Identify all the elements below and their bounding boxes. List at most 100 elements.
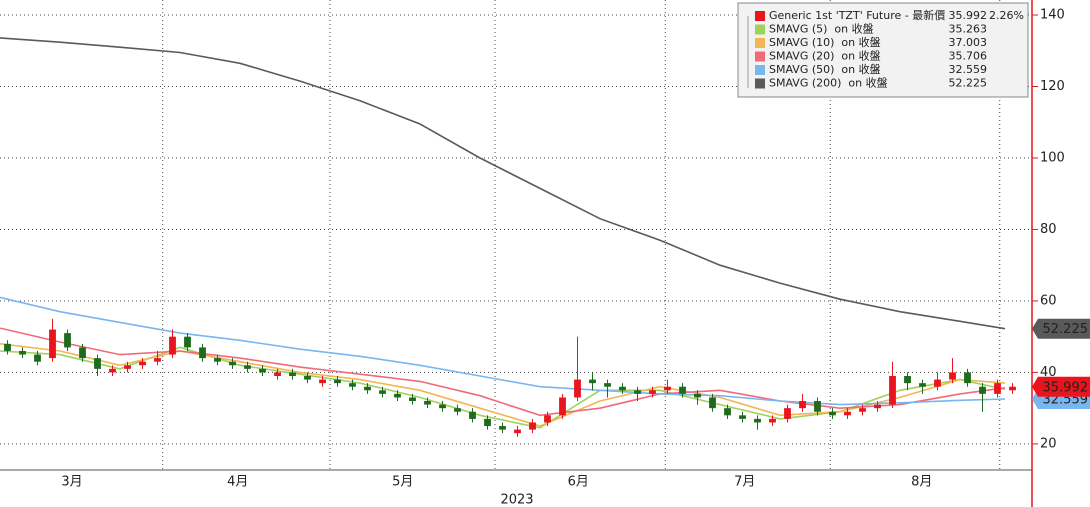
legend-label: SMAVG (10) on 收盤 (769, 35, 881, 49)
candle-body (559, 397, 566, 416)
candle-body (19, 350, 26, 355)
legend-swatch (755, 24, 765, 35)
x-tick-label: 5月 (392, 475, 413, 490)
legend-label: SMAVG (200) on 收盤 (769, 76, 888, 90)
candle-body (169, 336, 176, 355)
candle-body (259, 368, 266, 373)
candle-body (754, 418, 761, 423)
candle-body (604, 383, 611, 387)
value-tag: 35.992 (1043, 380, 1089, 395)
y-tick-label: 60 (1040, 293, 1057, 308)
ma-line (0, 346, 1006, 429)
y-tick-label: 140 (1040, 8, 1065, 23)
candle-body (694, 393, 701, 398)
candle-body (244, 365, 251, 369)
candle-body (349, 383, 356, 387)
legend-value: 35.706 (949, 50, 988, 63)
candle-body (364, 386, 371, 391)
candle-body (289, 372, 296, 376)
candle-body (439, 404, 446, 409)
candle-body (319, 379, 326, 384)
candle-body (709, 397, 716, 409)
candle-body (919, 383, 926, 387)
legend-value: 52.225 (949, 77, 988, 90)
legend-change: 2.26% (989, 9, 1024, 22)
x-tick-label: 6月 (568, 475, 589, 490)
x-axis-label: 2023 (500, 493, 533, 507)
candle-body (4, 343, 11, 351)
candle-body (889, 376, 896, 405)
legend-label: SMAVG (20) on 收盤 (769, 49, 881, 63)
candle-body (424, 401, 431, 405)
candle-body (844, 411, 851, 416)
y-tick-label: 100 (1040, 150, 1065, 165)
candle-body (739, 415, 746, 419)
candle-body (229, 361, 236, 366)
candle-body (679, 386, 686, 394)
legend-value: 37.003 (949, 36, 988, 49)
candle-body (34, 354, 41, 362)
legend-swatch (755, 51, 765, 62)
legend-swatch (755, 38, 765, 48)
candle-body (784, 408, 791, 419)
candle-body (574, 379, 581, 398)
candle-body (529, 422, 536, 430)
x-tick-label: 4月 (227, 475, 248, 490)
candle-body (589, 379, 596, 384)
legend-value: 35.263 (949, 23, 988, 36)
candle-body (904, 376, 911, 384)
candle-body (994, 383, 1001, 394)
candle-body (139, 361, 146, 366)
ma-line (0, 37, 1006, 330)
candle-body (124, 365, 131, 369)
candle-body (874, 404, 881, 409)
ma-line (0, 327, 1006, 417)
value-tag: 52.225 (1043, 322, 1089, 337)
candle-body (64, 333, 71, 348)
ma-line (0, 343, 1006, 427)
candle-body (409, 397, 416, 402)
candle-body (334, 379, 341, 384)
candle-body (514, 429, 521, 434)
candle-body (769, 418, 776, 423)
legend-label: Generic 1st 'TZT' Future - 最新價 (769, 8, 945, 22)
legend-box (737, 2, 1029, 98)
candle-body (199, 347, 206, 359)
candle-body (724, 408, 731, 416)
legend-label: SMAVG (5) on 收盤 (769, 22, 874, 36)
legend-swatch (755, 11, 765, 21)
candle-body (454, 408, 461, 412)
candle-body (109, 368, 116, 373)
candle-body (1009, 386, 1016, 391)
candle-body (484, 418, 491, 427)
candle-body (79, 347, 86, 359)
candle-body (499, 426, 506, 430)
y-tick-label: 40 (1040, 365, 1057, 380)
y-tick-label: 120 (1040, 79, 1065, 94)
legend: Generic 1st 'TZT' Future - 最新價 35.992 SMAV… (737, 2, 1029, 98)
candle-body (379, 390, 386, 394)
legend-swatch (755, 65, 765, 75)
candle-body (664, 386, 671, 391)
candle-body (634, 390, 641, 394)
candle-body (949, 372, 956, 380)
candle-body (214, 358, 221, 362)
x-tick-label: 7月 (734, 475, 755, 490)
candle-body (394, 393, 401, 398)
value-tag-bg (1032, 376, 1090, 397)
candle-body (979, 386, 986, 394)
candle-body (154, 358, 161, 362)
candle-body (814, 401, 821, 412)
candle-body (934, 379, 941, 387)
candle-body (94, 358, 101, 369)
value-tag-bg (1032, 318, 1090, 339)
y-tick-label: 20 (1040, 436, 1057, 451)
candle-body (649, 390, 656, 394)
candle-body (829, 411, 836, 416)
candle-body (274, 372, 281, 376)
candle-body (619, 386, 626, 391)
legend-value: 35.992 (949, 9, 988, 22)
ma-line (0, 296, 1006, 406)
candle-body (304, 376, 311, 380)
